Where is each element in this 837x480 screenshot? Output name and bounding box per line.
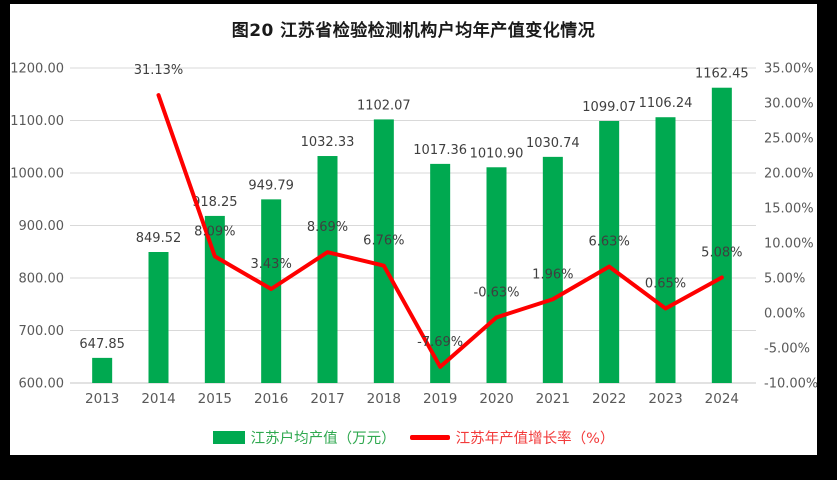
- right-axis-tick: -10.00%: [764, 377, 817, 392]
- chart-title: 图20 江苏省检验检测机构户均年产值变化情况: [231, 21, 596, 41]
- line-label: -7.69%: [417, 335, 463, 350]
- bar-2018: [373, 119, 394, 383]
- line-label: 1.96%: [532, 267, 573, 282]
- line-label: 3.43%: [251, 257, 292, 272]
- bar-2024: [711, 87, 732, 384]
- left-axis-tick: 1100.00: [10, 114, 64, 129]
- bar-2021: [542, 156, 563, 383]
- line-swatch-icon: [409, 435, 450, 440]
- x-axis-tick: 2021: [536, 391, 570, 407]
- x-axis-tick: 2013: [85, 391, 119, 407]
- line-label: -0.63%: [474, 285, 520, 300]
- line-label: 8.09%: [194, 224, 235, 239]
- line-label: 5.08%: [701, 245, 742, 260]
- chart-panel: 图20 江苏省检验检测机构户均年产值变化情况 600.00 700.00 800.0…: [10, 4, 817, 455]
- chart-legend: 江苏户均产值（万元） 江苏年产值增长率（%）: [10, 427, 817, 448]
- bar-2016: [261, 199, 282, 383]
- left-axis-tick: 1200.00: [10, 62, 64, 77]
- right-axis-tick: 0.00%: [764, 307, 805, 322]
- bar-swatch-icon: [212, 431, 245, 444]
- left-axis-tick: 600.00: [19, 377, 65, 392]
- bar-2014: [148, 252, 169, 383]
- bar-label: 647.85: [79, 337, 125, 352]
- bar-label: 1032.33: [301, 135, 355, 150]
- growth-line: [156, 93, 724, 369]
- bar-2023: [655, 117, 676, 383]
- bar-label: 1162.45: [695, 67, 749, 82]
- bar-label: 1030.74: [526, 136, 580, 151]
- legend-label: 江苏户均产值（万元）: [250, 431, 396, 447]
- x-axis-tick: 2016: [254, 391, 288, 407]
- right-axis-tick: -5.00%: [764, 342, 810, 357]
- line-label: 31.13%: [134, 63, 184, 78]
- legend-item-line: 江苏年产值增长率（%）: [409, 427, 615, 448]
- right-axis-tick: 5.00%: [764, 272, 805, 287]
- x-axis-tick: 2023: [648, 391, 682, 407]
- right-axis-tick: 15.00%: [764, 202, 814, 217]
- line-label: 8.69%: [307, 220, 348, 235]
- bar-label: 1106.24: [639, 96, 693, 111]
- left-axis-tick: 700.00: [19, 324, 65, 339]
- x-axis-tick: 2014: [141, 391, 175, 407]
- bar-2013: [92, 357, 113, 383]
- line-label: 6.63%: [589, 235, 630, 250]
- right-axis-tick: 10.00%: [764, 237, 814, 252]
- x-axis-tick: 2020: [479, 391, 513, 407]
- x-axis-tick: 2024: [705, 391, 739, 407]
- left-axis-tick: 800.00: [19, 272, 65, 287]
- right-axis-tick: 35.00%: [764, 62, 814, 77]
- left-axis-tick: 1000.00: [10, 167, 64, 182]
- bar-2020: [486, 167, 507, 383]
- right-axis-tick: 20.00%: [764, 167, 814, 182]
- bar-label: 1017.36: [413, 143, 467, 158]
- x-axis-tick: 2018: [367, 391, 401, 407]
- x-axis-tick: 2022: [592, 391, 626, 407]
- bar-2017: [317, 156, 338, 383]
- x-axis-tick: 2017: [310, 391, 344, 407]
- legend-item-bar: 江苏户均产值（万元）: [212, 427, 396, 448]
- x-axis-tick: 2019: [423, 391, 457, 407]
- line-label: 0.65%: [645, 276, 686, 291]
- legend-label: 江苏年产值增长率（%）: [455, 431, 615, 447]
- bar-label: 1102.07: [357, 98, 411, 113]
- bar-label: 849.52: [136, 231, 182, 246]
- left-axis-tick: 900.00: [19, 219, 65, 234]
- bar-label: 918.25: [192, 195, 238, 210]
- x-axis-tick: 2015: [198, 391, 232, 407]
- combo-chart: 600.00 700.00 800.00 900.00 1000.00 1100.00 12…: [10, 62, 817, 408]
- line-label: 6.76%: [363, 234, 404, 249]
- bar-label: 949.79: [248, 178, 294, 193]
- bar-label: 1010.90: [470, 146, 524, 161]
- bar-2019: [430, 163, 451, 383]
- right-axis-tick: 30.00%: [764, 97, 814, 112]
- bar-label: 1099.07: [582, 100, 636, 115]
- bar-2022: [599, 120, 620, 383]
- right-axis-tick: 25.00%: [764, 132, 814, 147]
